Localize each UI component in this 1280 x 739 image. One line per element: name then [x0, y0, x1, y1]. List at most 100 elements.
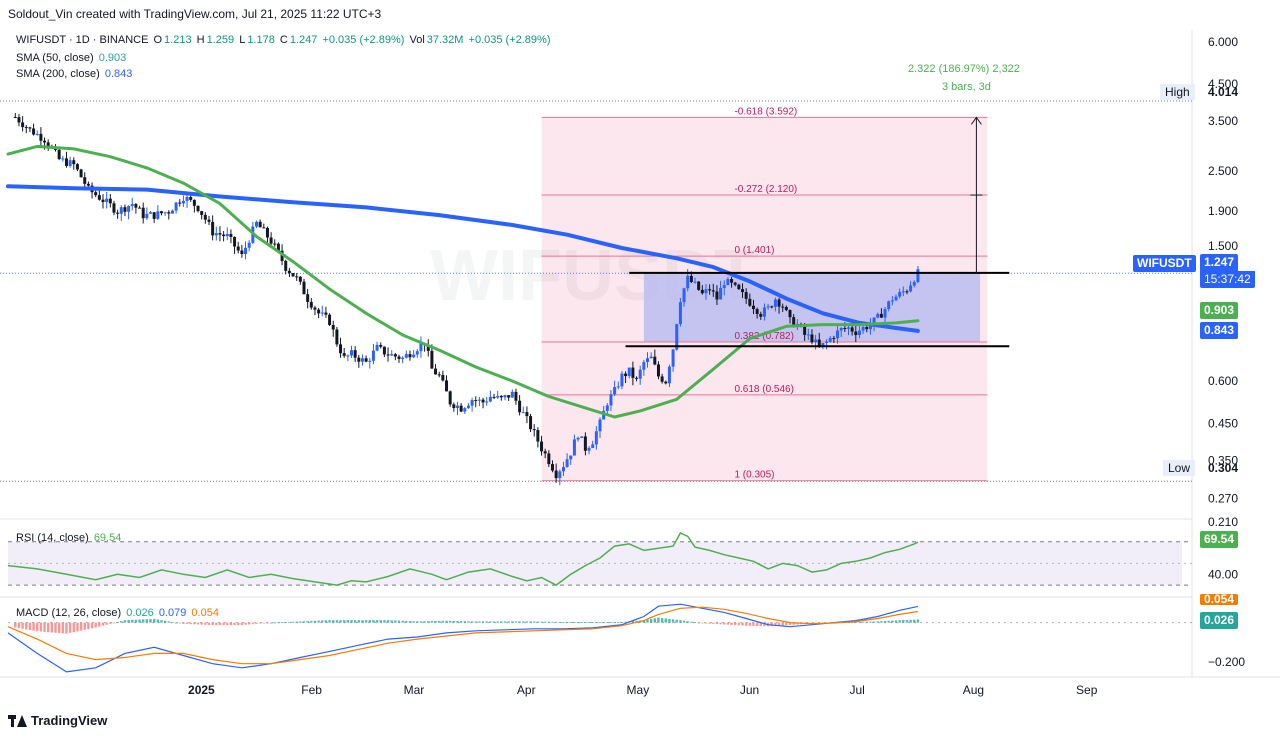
- macd-histogram-bar: [719, 622, 722, 625]
- macd-histogram-bar: [854, 622, 858, 623]
- macd-signal-line: [7, 606, 918, 665]
- macd-histogram-bar: [536, 621, 540, 623]
- candle-body: [382, 346, 386, 355]
- macd-histogram-bar: [339, 620, 342, 623]
- candle-body: [613, 387, 617, 395]
- macd-histogram-bar: [280, 622, 284, 623]
- candle-body: [854, 331, 858, 336]
- macd-histogram-bar: [792, 622, 795, 625]
- candle-body: [211, 221, 215, 236]
- macd-histogram-bar: [120, 621, 123, 623]
- candle-body: [295, 276, 299, 278]
- low-price-tag: 0.304: [1208, 461, 1239, 475]
- macd-histogram-bar: [445, 620, 448, 623]
- candle-body: [488, 396, 492, 402]
- macd-histogram-bar: [434, 621, 437, 623]
- candle-body: [638, 369, 642, 379]
- macd-histogram-bar: [810, 622, 814, 624]
- candle-body: [550, 464, 554, 471]
- candle-body: [616, 386, 620, 388]
- rsi-legend[interactable]: RSI (14, close) 69.54: [16, 532, 122, 544]
- macd-legend[interactable]: MACD (12, 26, close) 0.026 0.079 0.054: [16, 607, 219, 619]
- candle-body: [430, 350, 434, 369]
- candle-body: [236, 246, 240, 251]
- macd-histogram-bar: [68, 622, 72, 633]
- macd-histogram-bar: [346, 620, 350, 623]
- macd-histogram-bar: [94, 622, 97, 628]
- macd-histogram-bar: [723, 622, 726, 625]
- fib-level-label: 0 (1.401): [734, 245, 774, 256]
- macd-histogram-bar: [299, 621, 302, 623]
- rsi-axis-tick: 40.00: [1208, 567, 1238, 581]
- candle-body: [145, 213, 149, 219]
- macd-histogram-bar: [273, 622, 276, 624]
- macd-histogram-bar: [551, 621, 554, 623]
- tradingview-logo[interactable]: TradingView: [8, 713, 107, 728]
- macd-histogram-bar: [606, 622, 609, 623]
- macd-histogram-bar: [763, 622, 766, 627]
- macd-histogram-bar: [478, 621, 481, 623]
- candle-body: [905, 291, 909, 293]
- candle-body: [693, 281, 697, 283]
- candle-body: [890, 300, 894, 302]
- candle-body: [254, 221, 258, 227]
- volume-value: 37.32M: [426, 34, 464, 46]
- macd-histogram-bar: [518, 621, 521, 623]
- candle-body: [598, 419, 602, 432]
- candle-body: [265, 227, 269, 238]
- macd-histogram-bar: [891, 620, 894, 623]
- macd-histogram-bar: [321, 620, 324, 623]
- macd-signal-tag: 0.054: [1200, 594, 1239, 605]
- macd-histogram-bar: [178, 622, 181, 624]
- candle-body: [737, 284, 741, 290]
- candle-body: [901, 291, 905, 293]
- macd-histogram-bar: [701, 622, 704, 624]
- candle-body: [119, 207, 123, 214]
- candle-body: [865, 326, 869, 330]
- macd-histogram-bar: [215, 622, 218, 626]
- candle-body: [306, 294, 310, 302]
- macd-histogram-bar: [156, 619, 160, 623]
- candle-body: [503, 395, 507, 398]
- macd-histogram-bar: [646, 619, 649, 623]
- candle-body: [846, 327, 850, 329]
- candle-body: [671, 349, 675, 367]
- sma200-legend[interactable]: SMA (200, close) 0.843: [16, 68, 133, 80]
- macd-histogram-bar: [507, 621, 510, 623]
- macd-histogram-bar: [441, 620, 445, 623]
- candle-body: [21, 122, 25, 128]
- symbol-label[interactable]: WIFUSDT · 1D · BINANCE: [16, 34, 149, 46]
- macd-histogram-bar: [489, 621, 492, 623]
- macd-histogram-bar: [511, 621, 514, 623]
- candle-body: [57, 149, 61, 160]
- macd-histogram-bar: [872, 621, 876, 623]
- sma50-legend[interactable]: SMA (50, close) 0.903: [16, 52, 127, 64]
- macd-histogram-bar: [32, 622, 35, 631]
- candle-body: [605, 405, 609, 411]
- macd-histogram-bar: [759, 622, 762, 627]
- macd-histogram-bar: [295, 621, 298, 623]
- symbol-tag[interactable]: WIFUSDT: [1133, 255, 1196, 272]
- fib-level-label: -0.618 (3.592): [734, 106, 797, 117]
- candle-body: [518, 400, 522, 413]
- macd-histogram-bar: [14, 622, 17, 628]
- candle-body: [894, 296, 898, 301]
- candle-body: [704, 289, 708, 294]
- candle-body: [883, 309, 887, 318]
- macd-histogram-bar: [730, 622, 733, 625]
- macd-histogram-bar: [258, 622, 262, 624]
- candle-body: [43, 140, 47, 143]
- macd-histogram-bar: [61, 622, 65, 634]
- macd-histogram-bar: [142, 619, 145, 623]
- sma50-line: [6, 144, 920, 419]
- candle-body: [152, 212, 156, 219]
- candle-body: [525, 412, 529, 417]
- rsi-value: 69.54: [93, 532, 122, 544]
- candle-body: [817, 339, 821, 347]
- candle-body: [558, 471, 562, 479]
- candle-body: [602, 410, 606, 420]
- candle-body: [700, 289, 704, 294]
- candle-body: [466, 405, 470, 409]
- candle-body: [832, 338, 836, 340]
